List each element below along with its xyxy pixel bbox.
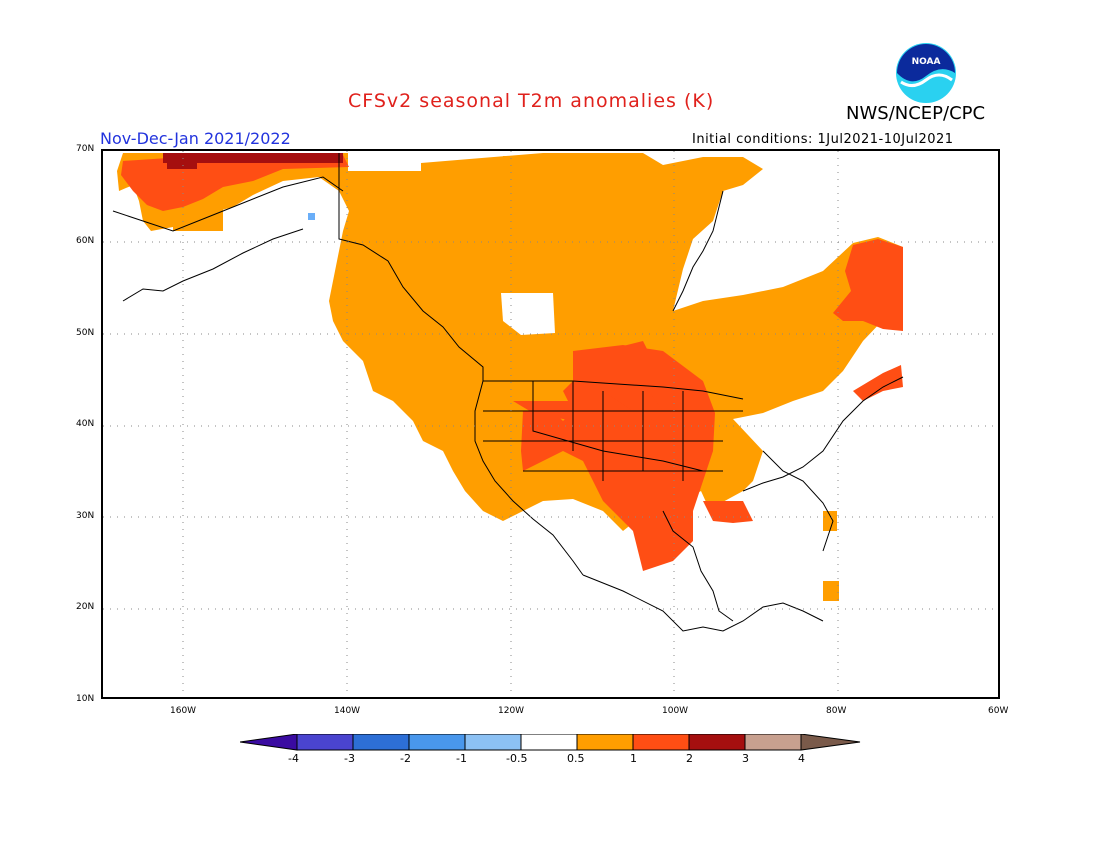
colorbar-swatch xyxy=(408,734,466,751)
lat-label-40n: 40N xyxy=(76,419,95,429)
colorbar xyxy=(240,734,861,751)
colorbar-label: -4 xyxy=(288,752,299,765)
coastlines xyxy=(112,153,904,632)
anomaly-0.5-1-region xyxy=(117,153,903,601)
svg-text:NOAA: NOAA xyxy=(912,57,941,67)
anomaly-map xyxy=(101,149,1000,699)
anomaly-negative-cell xyxy=(308,213,315,220)
colorbar-label: 4 xyxy=(798,752,805,765)
colorbar-swatch xyxy=(520,734,578,751)
neutral-regions xyxy=(501,293,757,649)
map-canvas xyxy=(103,151,998,697)
lon-label-120w: 120W xyxy=(498,706,525,716)
noaa-logo: NOAA xyxy=(896,43,956,103)
lon-label-80w: 80W xyxy=(826,706,847,716)
lon-label-140w: 140W xyxy=(334,706,361,716)
lat-label-70n: 70N xyxy=(76,144,95,154)
colorbar-label: 1 xyxy=(630,752,637,765)
colorbar-swatch xyxy=(576,734,634,751)
colorbar-arrow-cold xyxy=(240,734,298,751)
lon-label-60w: 60W xyxy=(988,706,1009,716)
colorbar-swatch xyxy=(296,734,354,751)
colorbar-swatch xyxy=(688,734,746,751)
map-title: CFSv2 seasonal T2m anomalies (K) xyxy=(348,90,715,112)
colorbar-label: 2 xyxy=(686,752,693,765)
lon-label-160w: 160W xyxy=(170,706,197,716)
lat-label-10n: 10N xyxy=(76,694,95,704)
colorbar-label: 0.5 xyxy=(567,752,585,765)
initial-conditions-label: Initial conditions: 1Jul2021-10Jul2021 xyxy=(692,132,954,147)
colorbar-swatch xyxy=(352,734,410,751)
colorbar-arrow-warm xyxy=(800,734,861,751)
colorbar-swatch xyxy=(744,734,802,751)
lat-label-30n: 30N xyxy=(76,511,95,521)
colorbar-label: 3 xyxy=(742,752,749,765)
colorbar-swatch xyxy=(632,734,690,751)
lat-label-60n: 60N xyxy=(76,236,95,246)
colorbar-label: -2 xyxy=(400,752,411,765)
lat-label-20n: 20N xyxy=(76,602,95,612)
colorbar-label: -1 xyxy=(456,752,467,765)
lat-label-50n: 50N xyxy=(76,328,95,338)
agency-label: NWS/NCEP/CPC xyxy=(846,103,986,124)
colorbar-swatch xyxy=(464,734,522,751)
season-label: Nov-Dec-Jan 2021/2022 xyxy=(100,129,291,148)
colorbar-label: -3 xyxy=(344,752,355,765)
colorbar-label: -0.5 xyxy=(506,752,528,765)
lon-label-100w: 100W xyxy=(662,706,689,716)
anomaly-2-3-region xyxy=(163,153,343,169)
gridlines xyxy=(103,151,998,697)
